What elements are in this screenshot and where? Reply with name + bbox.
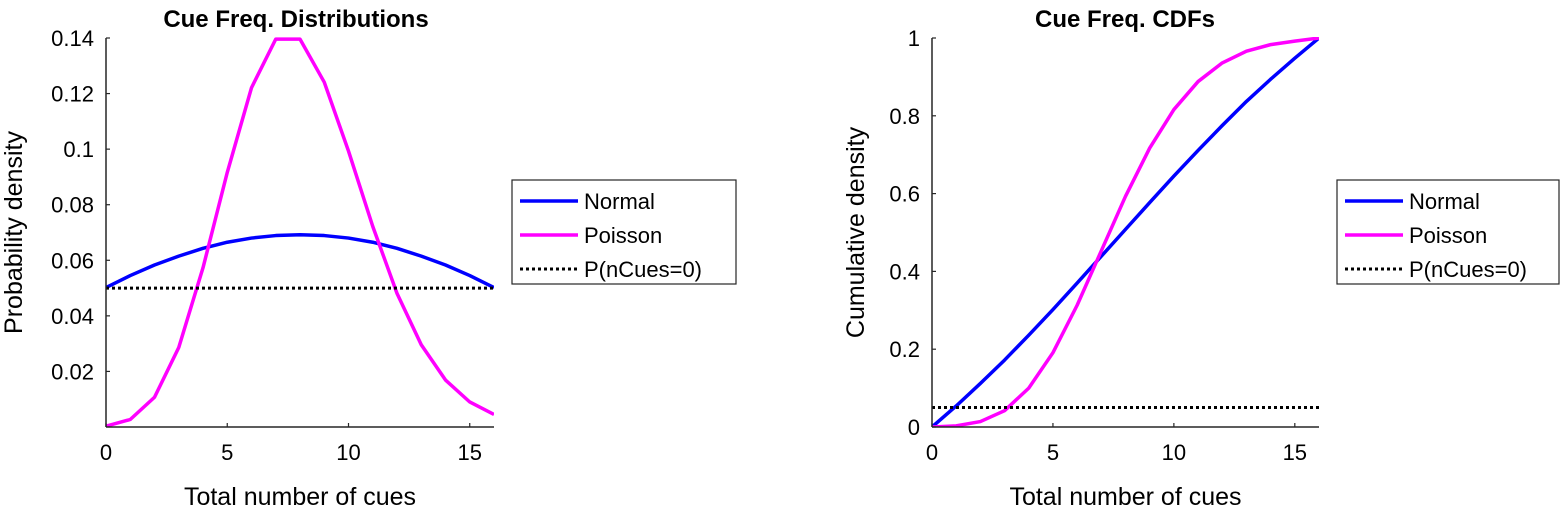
legend-label: P(nCues=0) — [1409, 257, 1527, 282]
x-tick-label: 10 — [336, 440, 360, 465]
y-tick-label: 0.6 — [889, 182, 920, 207]
x-tick-label: 10 — [1162, 440, 1186, 465]
legend-label: Poisson — [584, 223, 662, 248]
y-tick-label: 0.1 — [63, 137, 94, 162]
legend-label: Normal — [1409, 189, 1480, 214]
series-group — [932, 37, 1319, 427]
legend-label: Poisson — [1409, 223, 1487, 248]
x-tick-label: 15 — [1283, 440, 1307, 465]
y-axis-label: Probability density — [0, 131, 28, 334]
y-tick-label: 0.06 — [51, 248, 94, 273]
chart-title: Cue Freq. Distributions — [163, 6, 428, 33]
series-line-normal — [932, 37, 1319, 427]
x-tick-label: 5 — [221, 440, 233, 465]
series-line-normal — [106, 232, 494, 290]
y-tick-label: 0.04 — [51, 304, 94, 329]
x-axis-label: Total number of cues — [1009, 483, 1241, 511]
x-tick-label: 15 — [458, 440, 482, 465]
y-tick-label: 0.8 — [889, 104, 920, 129]
legend-label: P(nCues=0) — [584, 257, 702, 282]
y-tick-label: 0.14 — [51, 26, 94, 51]
legend: Normal Poisson P(nCues=0) — [511, 179, 737, 285]
series-line-poisson — [106, 37, 494, 427]
left-chart-probability-density: 0 5 10 15 0.02 0.04 0.06 0.08 0.1 0.12 0.14 Cue Fre… — [0, 6, 737, 511]
legend-box — [511, 179, 737, 285]
x-tick-label: 0 — [100, 440, 112, 465]
x-axis-label: Total number of cues — [184, 483, 416, 511]
series-group — [106, 37, 494, 427]
y-tick-label: 0.2 — [889, 337, 920, 362]
chart-title: Cue Freq. CDFs — [1035, 6, 1215, 33]
y-tick-label: 1 — [908, 26, 920, 51]
x-tick-label: 5 — [1047, 440, 1059, 465]
right-chart-cumulative-density: 0 5 10 15 0 0.2 0.4 0.6 0.8 1 Cue Freq. CDFs Total … — [842, 6, 1560, 511]
y-tick-label: 0.12 — [51, 82, 94, 107]
legend-label: Normal — [584, 189, 655, 214]
y-tick-label: 0 — [908, 415, 920, 440]
y-axis-label: Cumulative density — [842, 126, 870, 338]
series-line-poisson — [932, 37, 1319, 427]
y-tick-label: 0.02 — [51, 359, 94, 384]
legend-box — [1336, 179, 1560, 285]
y-tick-label: 0.08 — [51, 193, 94, 218]
legend: Normal Poisson P(nCues=0) — [1336, 179, 1560, 285]
y-tick-label: 0.4 — [889, 259, 920, 284]
x-tick-label: 0 — [926, 440, 938, 465]
